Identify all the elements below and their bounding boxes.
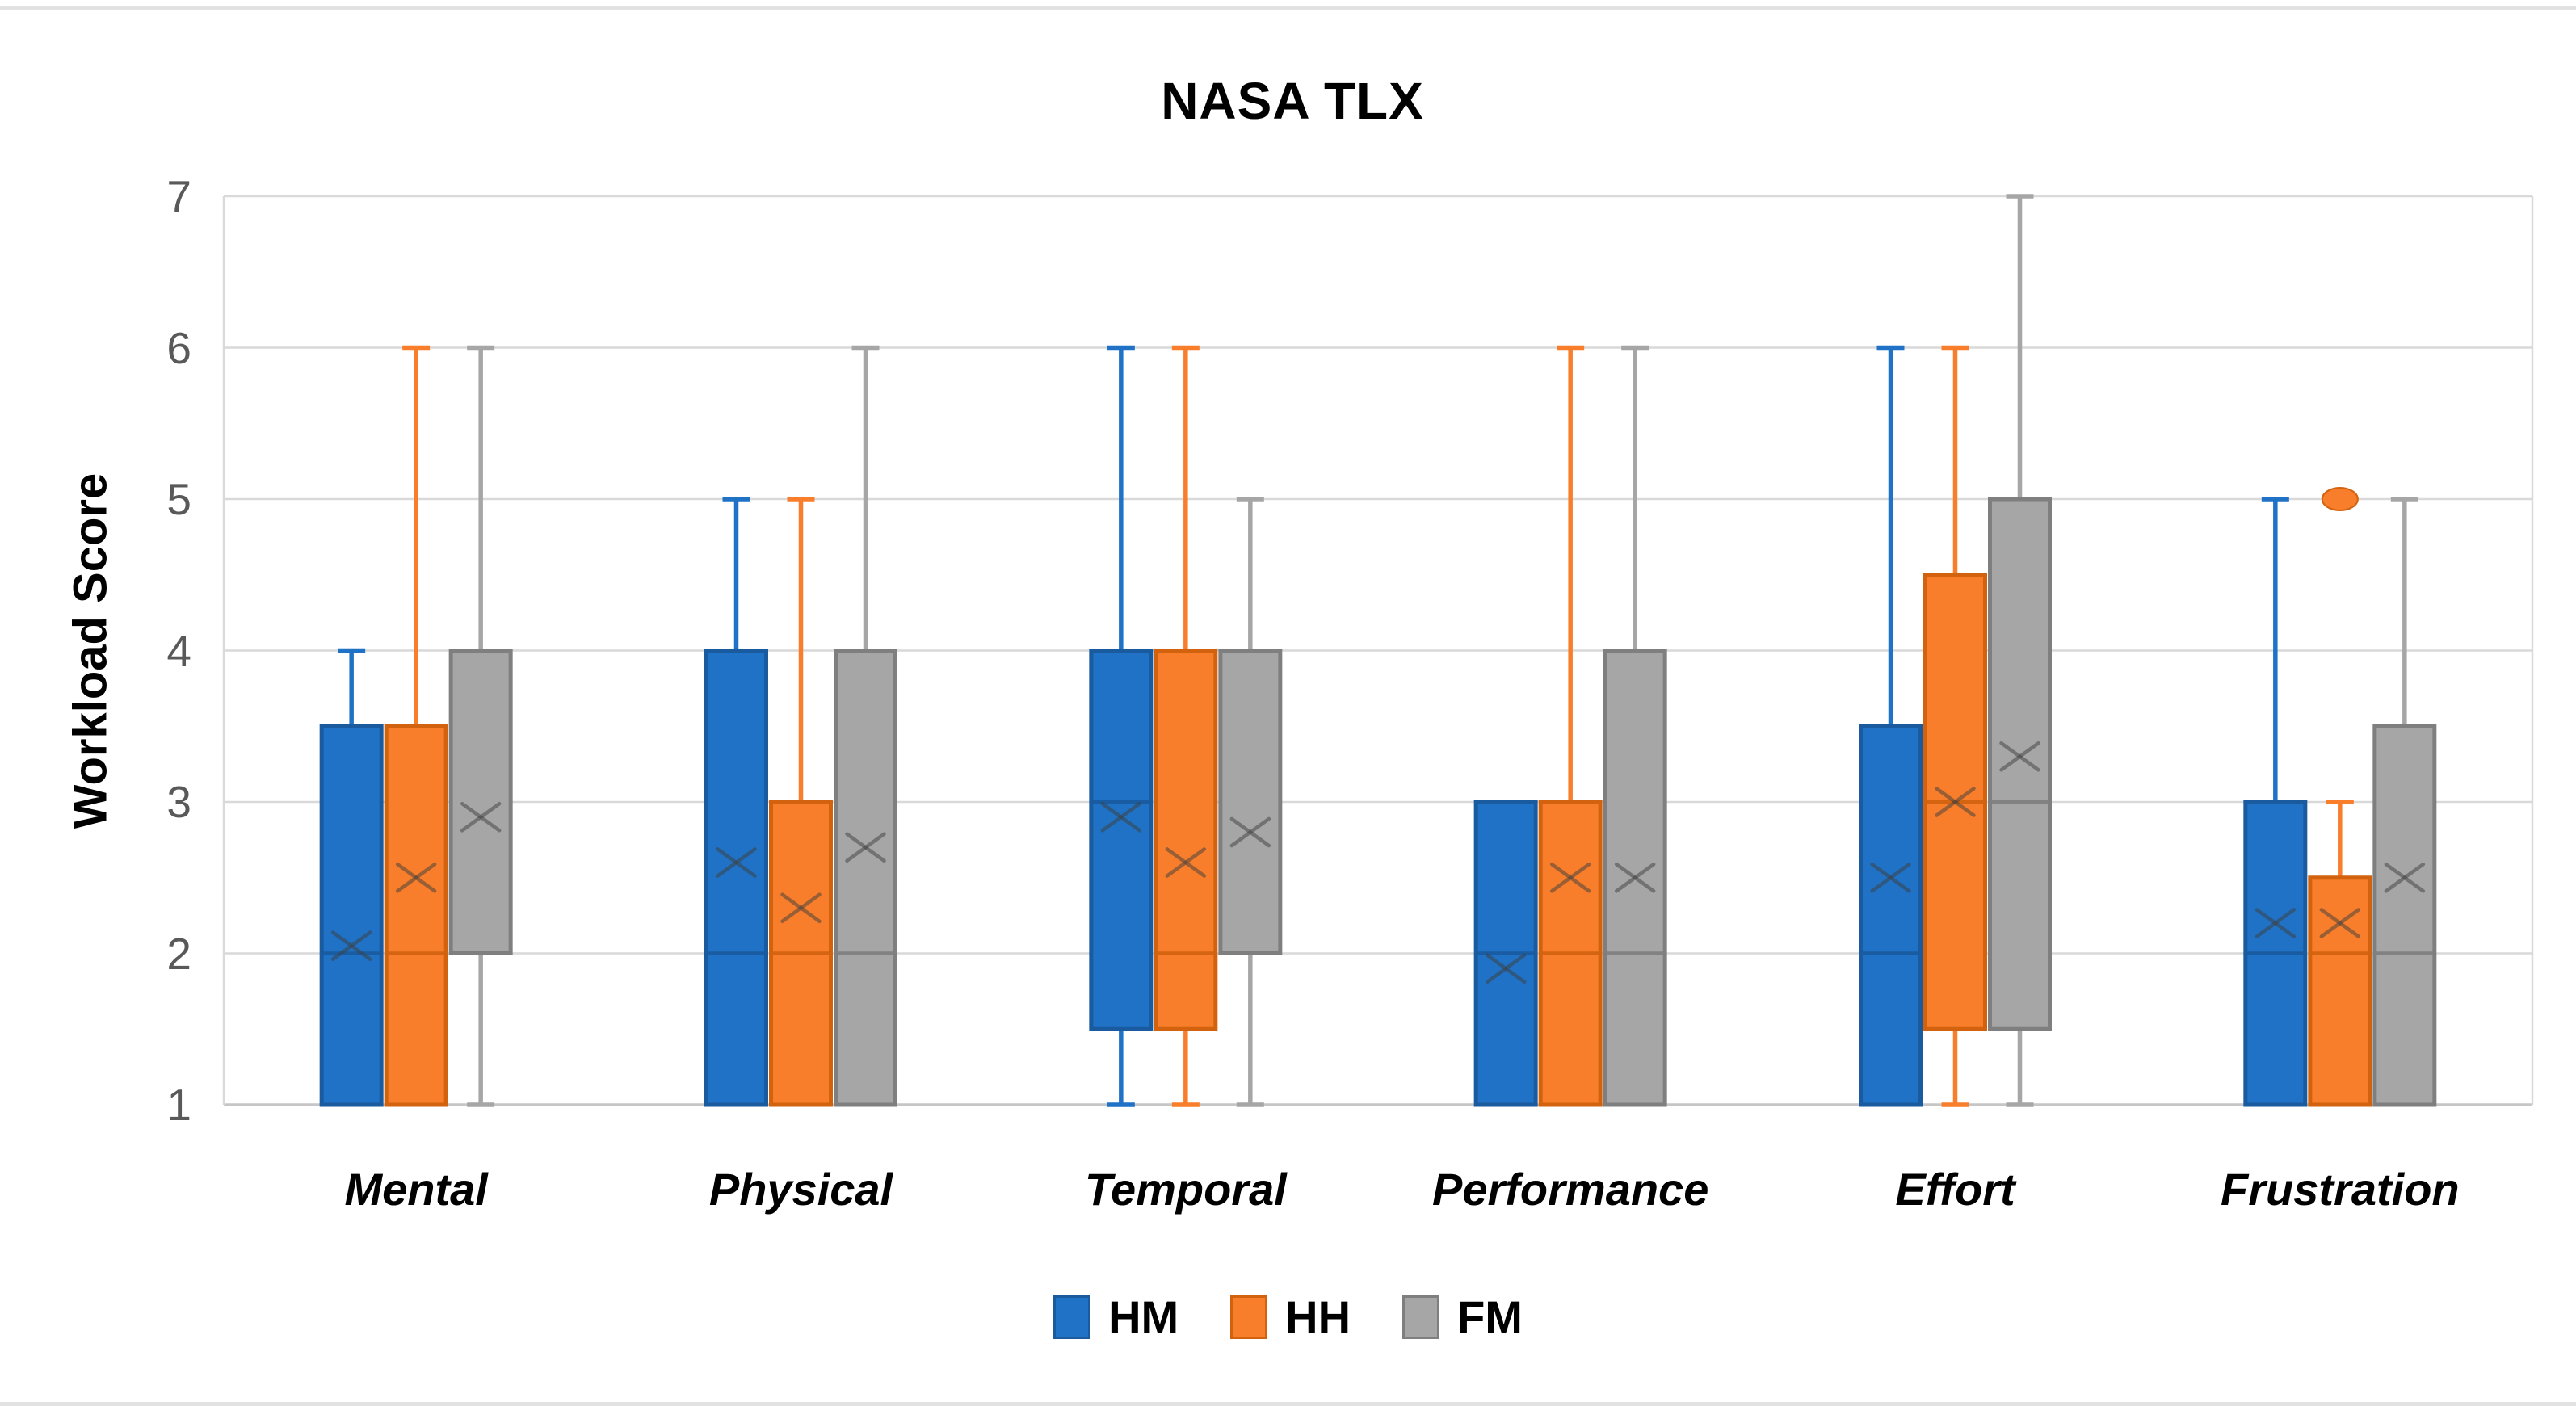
- legend-swatch-hh: [1230, 1295, 1268, 1339]
- x-category-label-temporal: Temporal: [1084, 1164, 1287, 1215]
- legend-item-hh: HH: [1230, 1291, 1351, 1343]
- legend-label-fm: FM: [1457, 1291, 1523, 1342]
- y-tick-label-3: 3: [166, 777, 191, 827]
- mean-marker-FM-Temporal: [1229, 816, 1271, 848]
- top-border-line: [0, 6, 2576, 10]
- legend-label-hh: HH: [1285, 1291, 1351, 1342]
- mean-marker-HM-Mental: [330, 930, 372, 961]
- mean-marker-FM-Mental: [460, 801, 502, 833]
- mean-marker-HH-Performance: [1549, 862, 1591, 893]
- mean-marker-HM-Performance: [1485, 953, 1527, 984]
- y-tick-label-5: 5: [166, 474, 191, 524]
- legend-item-hm: HM: [1053, 1291, 1179, 1343]
- x-category-label-mental: Mental: [344, 1164, 488, 1215]
- mean-marker-HH-Temporal: [1165, 847, 1207, 878]
- mean-marker-HM-Temporal: [1100, 801, 1142, 833]
- box-HH-Mental: [384, 724, 448, 1107]
- box-HM-Physical: [704, 649, 768, 1107]
- mean-marker-HM-Physical: [716, 847, 757, 878]
- y-tick-label-6: 6: [166, 322, 191, 373]
- outlier-HH-Frustration-0: [2321, 487, 2359, 511]
- box-HH-Frustration: [2308, 875, 2372, 1107]
- mean-marker-FM-Performance: [1614, 862, 1656, 893]
- bottom-border-line: [0, 1402, 2576, 1406]
- box-FM-Temporal: [1218, 649, 1283, 955]
- legend-label-hm: HM: [1108, 1291, 1179, 1342]
- box-HM-Effort: [1859, 724, 1923, 1107]
- legend-item-fm: FM: [1402, 1291, 1523, 1343]
- mean-marker-FM-Effort: [1999, 741, 2040, 772]
- box-FM-Physical: [834, 649, 897, 1107]
- chart-title: NASA TLX: [1161, 72, 1424, 130]
- mean-marker-HM-Frustration: [2255, 908, 2297, 938]
- mean-marker-HH-Effort: [1935, 787, 1976, 817]
- legend-swatch-fm: [1402, 1295, 1440, 1339]
- mean-marker-FM-Physical: [845, 832, 886, 863]
- box-HM-Temporal: [1089, 649, 1154, 1031]
- box-HM-Mental: [319, 724, 384, 1107]
- y-tick-label-1: 1: [166, 1080, 191, 1130]
- box-HH-Temporal: [1154, 649, 1218, 1031]
- mean-marker-FM-Frustration: [2384, 862, 2426, 893]
- y-tick-label-2: 2: [166, 928, 191, 979]
- mean-marker-HH-Mental: [395, 862, 437, 893]
- x-category-label-frustration: Frustration: [2221, 1164, 2460, 1215]
- x-category-label-performance: Performance: [1431, 1164, 1709, 1215]
- box-FM-Frustration: [2372, 724, 2437, 1107]
- y-tick-label-7: 7: [166, 171, 191, 221]
- box-FM-Effort: [1988, 497, 2052, 1031]
- x-category-label-effort: Effort: [1895, 1164, 2015, 1215]
- mean-marker-HH-Physical: [780, 892, 822, 924]
- mean-marker-HH-Frustration: [2319, 908, 2361, 938]
- box-FM-Mental: [448, 649, 513, 955]
- mean-marker-HM-Effort: [1870, 862, 1911, 893]
- legend: HM HH FM: [0, 1291, 2576, 1343]
- legend-swatch-hm: [1053, 1295, 1091, 1339]
- y-tick-label-4: 4: [166, 625, 191, 676]
- x-category-label-physical: Physical: [708, 1164, 893, 1215]
